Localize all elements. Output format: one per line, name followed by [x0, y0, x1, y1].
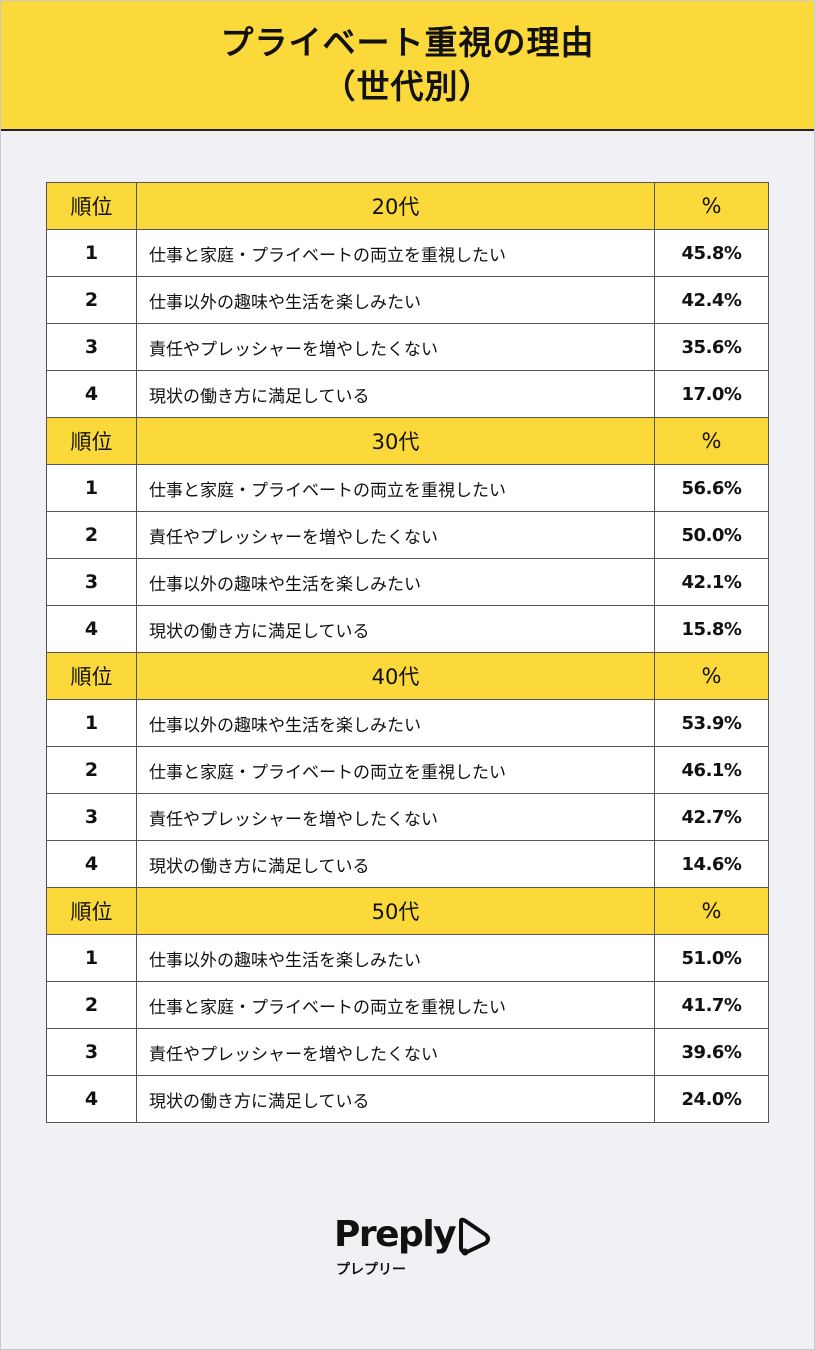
percent-cell: 53.9% — [654, 699, 769, 747]
group-header-row: 順位 50代 % — [46, 887, 769, 935]
rank-cell: 2 — [46, 981, 137, 1029]
page-header: プライベート重視の理由 （世代別） — [1, 1, 814, 131]
reason-cell: 仕事と家庭・プライベートの両立を重視したい — [136, 981, 655, 1029]
rank-cell: 4 — [46, 1075, 137, 1123]
rank-cell: 4 — [46, 605, 137, 653]
group-label: 50代 — [136, 887, 655, 935]
reason-cell: 仕事以外の趣味や生活を楽しみたい — [136, 276, 655, 324]
rank-cell: 1 — [46, 934, 137, 982]
rank-cell: 4 — [46, 370, 137, 418]
percent-cell: 42.1% — [654, 558, 769, 606]
ranking-table: 順位 20代 % 1 仕事と家庭・プライベートの両立を重視したい 45.8% 2… — [46, 182, 769, 1123]
percent-cell: 56.6% — [654, 464, 769, 512]
reason-cell: 仕事以外の趣味や生活を楽しみたい — [136, 699, 655, 747]
percent-cell: 24.0% — [654, 1075, 769, 1123]
table-row: 4 現状の働き方に満足している 17.0% — [46, 370, 769, 418]
table-row: 3 仕事以外の趣味や生活を楽しみたい 42.1% — [46, 558, 769, 606]
reason-cell: 責任やプレッシャーを増やしたくない — [136, 1028, 655, 1076]
page-title: プライベート重視の理由 — [220, 23, 595, 62]
table-row: 1 仕事と家庭・プライベートの両立を重視したい 56.6% — [46, 464, 769, 512]
reason-cell: 責任やプレッシャーを増やしたくない — [136, 793, 655, 841]
rank-header: 順位 — [46, 182, 137, 230]
table-row: 1 仕事と家庭・プライベートの両立を重視したい 45.8% — [46, 229, 769, 277]
table-row: 3 責任やプレッシャーを増やしたくない 39.6% — [46, 1028, 769, 1076]
rank-header: 順位 — [46, 887, 137, 935]
group-header-row: 順位 40代 % — [46, 652, 769, 700]
rank-cell: 3 — [46, 1028, 137, 1076]
reason-cell: 現状の働き方に満足している — [136, 370, 655, 418]
percent-header: % — [654, 887, 769, 935]
percent-cell: 50.0% — [654, 511, 769, 559]
table-row: 1 仕事以外の趣味や生活を楽しみたい 51.0% — [46, 934, 769, 982]
percent-cell: 39.6% — [654, 1028, 769, 1076]
table-row: 2 仕事と家庭・プライベートの両立を重視したい 46.1% — [46, 746, 769, 794]
brand-name: Preply — [334, 1214, 457, 1255]
reason-cell: 現状の働き方に満足している — [136, 840, 655, 888]
table-row: 3 責任やプレッシャーを増やしたくない 35.6% — [46, 323, 769, 371]
rank-header: 順位 — [46, 652, 137, 700]
reason-cell: 仕事と家庭・プライベートの両立を重視したい — [136, 746, 655, 794]
table-row: 1 仕事以外の趣味や生活を楽しみたい 53.9% — [46, 699, 769, 747]
reason-cell: 仕事と家庭・プライベートの両立を重視したい — [136, 464, 655, 512]
rank-cell: 3 — [46, 793, 137, 841]
group-label: 20代 — [136, 182, 655, 230]
percent-cell: 15.8% — [654, 605, 769, 653]
percent-cell: 41.7% — [654, 981, 769, 1029]
table-row: 2 仕事と家庭・プライベートの両立を重視したい 41.7% — [46, 981, 769, 1029]
percent-cell: 35.6% — [654, 323, 769, 371]
rank-cell: 1 — [46, 464, 137, 512]
percent-cell: 17.0% — [654, 370, 769, 418]
reason-cell: 仕事以外の趣味や生活を楽しみたい — [136, 558, 655, 606]
rank-cell: 2 — [46, 511, 137, 559]
brand-kana: プレプリー — [336, 1262, 406, 1278]
percent-cell: 42.7% — [654, 793, 769, 841]
rank-cell: 2 — [46, 746, 137, 794]
percent-cell: 45.8% — [654, 229, 769, 277]
percent-header: % — [654, 652, 769, 700]
reason-cell: 現状の働き方に満足している — [136, 605, 655, 653]
group-header-row: 順位 30代 % — [46, 417, 769, 465]
percent-cell: 46.1% — [654, 746, 769, 794]
percent-cell: 14.6% — [654, 840, 769, 888]
percent-header: % — [654, 417, 769, 465]
reason-cell: 現状の働き方に満足している — [136, 1075, 655, 1123]
reason-cell: 仕事以外の趣味や生活を楽しみたい — [136, 934, 655, 982]
table-row: 4 現状の働き方に満足している 14.6% — [46, 840, 769, 888]
percent-cell: 42.4% — [654, 276, 769, 324]
percent-header: % — [654, 182, 769, 230]
table-row: 4 現状の働き方に満足している 15.8% — [46, 605, 769, 653]
rank-cell: 1 — [46, 699, 137, 747]
rank-cell: 2 — [46, 276, 137, 324]
rank-cell: 3 — [46, 558, 137, 606]
group-label: 30代 — [136, 417, 655, 465]
table-row: 4 現状の働き方に満足している 24.0% — [46, 1075, 769, 1123]
rank-cell: 1 — [46, 229, 137, 277]
reason-cell: 責任やプレッシャーを増やしたくない — [136, 323, 655, 371]
table-row: 2 責任やプレッシャーを増やしたくない 50.0% — [46, 511, 769, 559]
table-row: 2 仕事以外の趣味や生活を楽しみたい 42.4% — [46, 276, 769, 324]
rank-cell: 3 — [46, 323, 137, 371]
rank-header: 順位 — [46, 417, 137, 465]
table-row: 3 責任やプレッシャーを増やしたくない 42.7% — [46, 793, 769, 841]
page-subtitle: （世代別） — [322, 67, 493, 106]
preply-play-icon — [459, 1217, 490, 1256]
group-label: 40代 — [136, 652, 655, 700]
rank-cell: 4 — [46, 840, 137, 888]
reason-cell: 仕事と家庭・プライベートの両立を重視したい — [136, 229, 655, 277]
group-header-row: 順位 20代 % — [46, 182, 769, 230]
percent-cell: 51.0% — [654, 934, 769, 982]
reason-cell: 責任やプレッシャーを増やしたくない — [136, 511, 655, 559]
preply-logo: Preply プレプリー — [334, 1213, 494, 1283]
